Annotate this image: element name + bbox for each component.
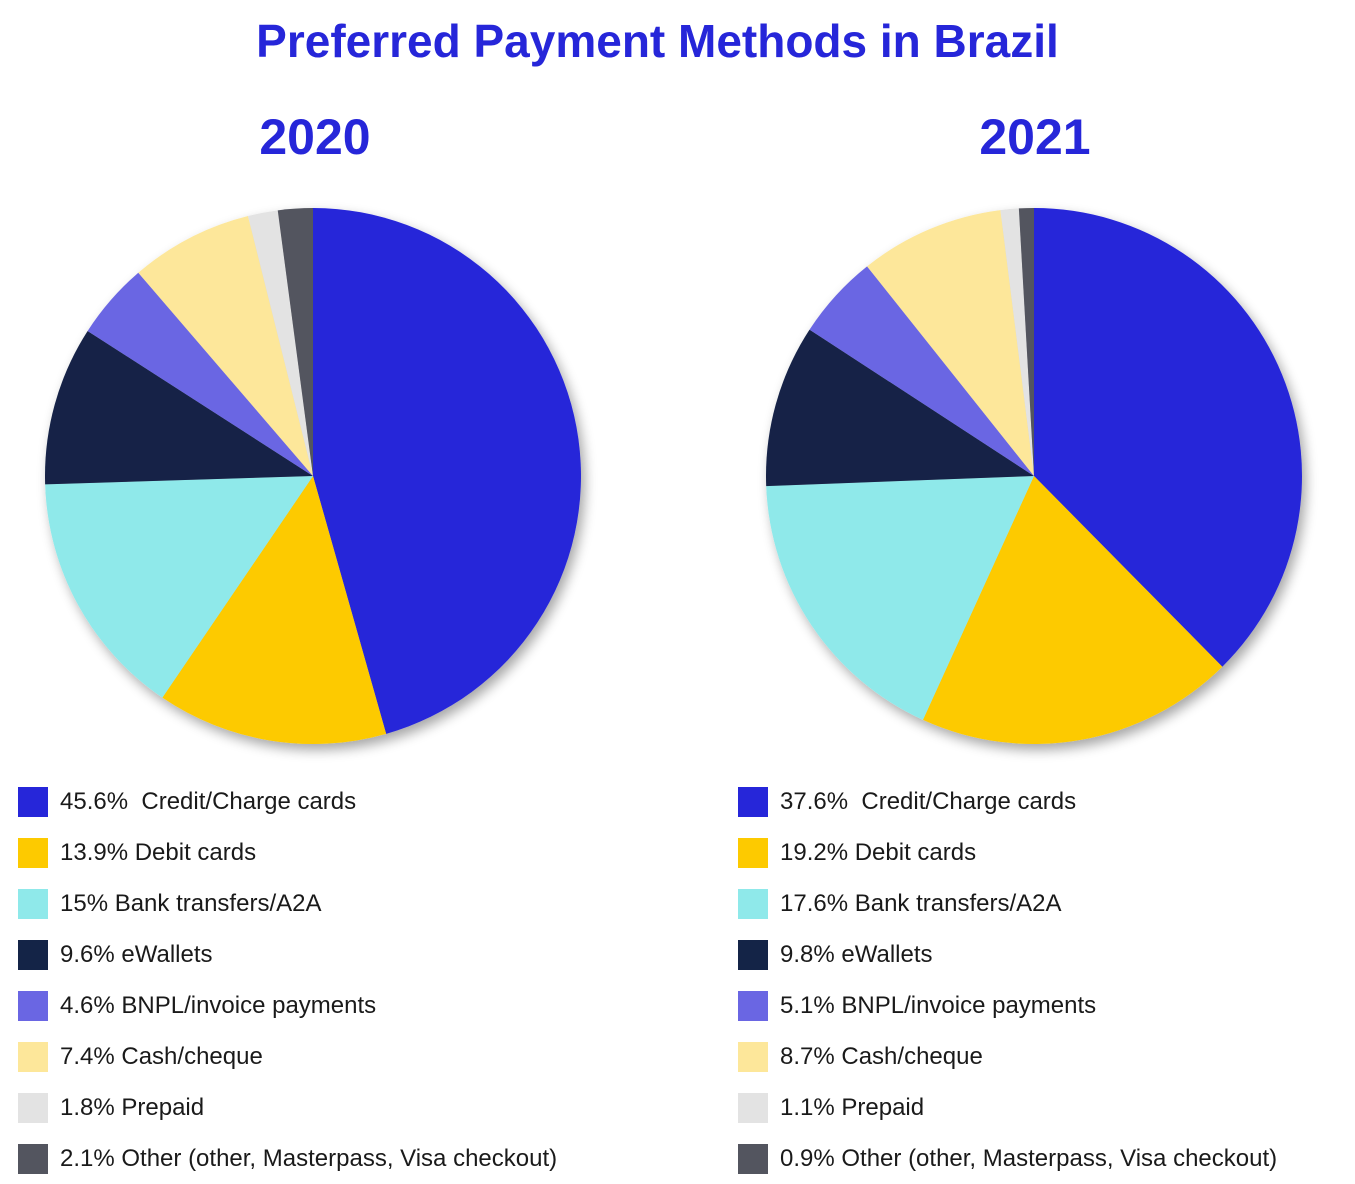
legend-label: 9.6% eWallets bbox=[60, 940, 213, 968]
legend-item-2020-other-other-masterpass-visa-checkout: 2.1% Other (other, Masterpass, Visa chec… bbox=[18, 1133, 557, 1184]
legend-label: 17.6% Bank transfers/A2A bbox=[780, 889, 1062, 917]
legend-item-2020-debit-cards: 13.9% Debit cards bbox=[18, 827, 557, 878]
legend-item-2021-other-other-masterpass-visa-checkout: 0.9% Other (other, Masterpass, Visa chec… bbox=[738, 1133, 1277, 1184]
legend-swatch bbox=[738, 939, 768, 970]
legend-item-2020-cash-cheque: 7.4% Cash/cheque bbox=[18, 1031, 557, 1082]
legend-item-2021-prepaid: 1.1% Prepaid bbox=[738, 1082, 1277, 1133]
legend-swatch bbox=[18, 888, 48, 919]
legend-swatch bbox=[738, 1041, 768, 1072]
legend-label: 7.4% Cash/cheque bbox=[60, 1042, 263, 1070]
chart-title: Preferred Payment Methods in Brazil bbox=[256, 15, 1059, 67]
legend-swatch bbox=[738, 888, 768, 919]
legend-item-2021-ewallets: 9.8% eWallets bbox=[738, 929, 1277, 980]
legend-label: 2.1% Other (other, Masterpass, Visa chec… bbox=[60, 1144, 558, 1172]
legend-swatch bbox=[738, 990, 768, 1021]
legend-swatch bbox=[18, 837, 48, 868]
legend-label: 19.2% Debit cards bbox=[780, 838, 977, 866]
legend-swatch bbox=[738, 837, 768, 868]
legend-item-2021-cash-cheque: 8.7% Cash/cheque bbox=[738, 1031, 1277, 1082]
pie-slice-2020-cash-cheque bbox=[138, 216, 313, 476]
legend-swatch bbox=[18, 1143, 48, 1174]
legend-swatch bbox=[738, 1092, 768, 1123]
pie-slice-2021-bnpl-invoice-payments bbox=[809, 266, 1034, 476]
pie-slice-2020-debit-cards bbox=[162, 476, 387, 744]
pie-slice-2021-credit-charge-cards bbox=[1034, 208, 1302, 667]
pie-2020-title: 2020 bbox=[259, 109, 371, 165]
pie-slice-2020-ewallets bbox=[44, 330, 314, 485]
legend-swatch bbox=[18, 1092, 48, 1123]
legend-label: 37.6% Credit/Charge cards bbox=[780, 787, 1077, 815]
legend-item-2020-bank-transfers-a2a: 15% Bank transfers/A2A bbox=[18, 878, 557, 929]
legend-swatch bbox=[18, 990, 48, 1021]
legend-item-2020-bnpl-invoice-payments: 4.6% BNPL/invoice payments bbox=[18, 980, 557, 1031]
pie-slice-2020-bank-transfers-a2a bbox=[45, 476, 313, 698]
pie-slice-2020-bnpl-invoice-payments bbox=[87, 272, 313, 476]
legend-item-2021-credit-charge-cards: 37.6% Credit/Charge cards bbox=[738, 776, 1277, 827]
pie-slice-2020-prepaid bbox=[247, 210, 313, 476]
legend-label: 45.6% Credit/Charge cards bbox=[60, 787, 357, 815]
pie-slice-2021-debit-cards bbox=[922, 476, 1223, 744]
legend-label: 13.9% Debit cards bbox=[60, 838, 257, 866]
legend-label: 8.7% Cash/cheque bbox=[780, 1042, 983, 1070]
legend-item-2021-debit-cards: 19.2% Debit cards bbox=[738, 827, 1277, 878]
pie-slice-2021-cash-cheque bbox=[867, 210, 1034, 477]
legend-swatch bbox=[18, 786, 48, 817]
legend-label: 15% Bank transfers/A2A bbox=[60, 889, 322, 917]
legend-label: 1.8% Prepaid bbox=[60, 1093, 205, 1121]
legend-swatch bbox=[18, 1041, 48, 1072]
legend-item-2020-credit-charge-cards: 45.6% Credit/Charge cards bbox=[18, 776, 557, 827]
pie-2021-title: 2021 bbox=[979, 109, 1091, 165]
legend-label: 0.9% Other (other, Masterpass, Visa chec… bbox=[780, 1144, 1278, 1172]
legend-label: 4.6% BNPL/invoice payments bbox=[60, 991, 377, 1019]
pie-slice-2021-other-other-masterpass-visa-checkout bbox=[1018, 208, 1034, 476]
pie-slice-2020-credit-charge-cards bbox=[313, 208, 581, 734]
legend-item-2020-prepaid: 1.8% Prepaid bbox=[18, 1082, 557, 1133]
pie-slice-2021-bank-transfers-a2a bbox=[766, 476, 1034, 720]
legend-label: 9.8% eWallets bbox=[780, 940, 933, 968]
pie-slice-2021-prepaid bbox=[1000, 208, 1034, 476]
legend-swatch bbox=[738, 786, 768, 817]
legend-swatch bbox=[18, 939, 48, 970]
legend-swatch bbox=[738, 1143, 768, 1174]
pie-slice-2021-ewallets bbox=[765, 329, 1034, 487]
legend-item-2021-bnpl-invoice-payments: 5.1% BNPL/invoice payments bbox=[738, 980, 1277, 1031]
legend-label: 1.1% Prepaid bbox=[780, 1093, 925, 1121]
legend-2020: 45.6% Credit/Charge cards 13.9% Debit car… bbox=[18, 776, 557, 1184]
legend-item-2021-bank-transfers-a2a: 17.6% Bank transfers/A2A bbox=[738, 878, 1277, 929]
legend-item-2020-ewallets: 9.6% eWallets bbox=[18, 929, 557, 980]
legend-label: 5.1% BNPL/invoice payments bbox=[780, 991, 1097, 1019]
pie-slice-2020-other-other-masterpass-visa-checkout bbox=[277, 208, 313, 476]
legend-2021: 37.6% Credit/Charge cards 19.2% Debit car… bbox=[738, 776, 1277, 1184]
